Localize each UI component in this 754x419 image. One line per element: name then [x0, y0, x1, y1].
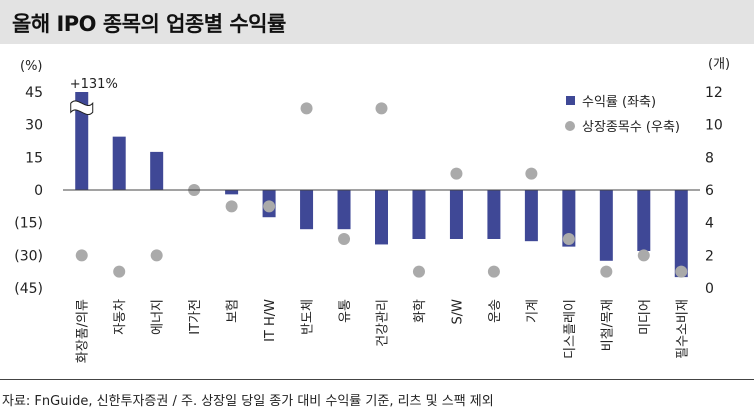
x-tick-label: S/W [450, 299, 465, 325]
y-axis-right-label: (개) [708, 57, 730, 72]
bar-2 [112, 136, 126, 190]
y-tick-right: 6 [705, 183, 714, 199]
x-tick-label: 비철/목재 [600, 299, 615, 351]
bar-16 [637, 190, 651, 251]
point-14 [562, 233, 575, 245]
point-12 [487, 265, 500, 278]
point-9 [375, 102, 388, 115]
title-bar: 올해 IPO 종목의 업종별 수익률 [0, 0, 754, 44]
y-tick-left: (15) [14, 216, 43, 232]
legend-point-swatch [565, 121, 575, 131]
x-tick-label: 운송 [488, 299, 503, 323]
point-15 [600, 265, 613, 278]
y-tick-right: 0 [705, 281, 714, 297]
legend-point-label: 상장종목수 (우축) [582, 120, 680, 135]
point-10 [412, 265, 425, 278]
bar-1 [75, 92, 89, 190]
point-17 [675, 265, 688, 278]
point-6 [263, 200, 276, 213]
y-tick-right: 8 [705, 150, 714, 166]
x-tick-label: 미디어 [638, 299, 653, 335]
legend-bar-swatch [566, 96, 575, 105]
bar-8 [337, 190, 351, 230]
bar-12 [487, 190, 501, 239]
source-note: 자료: FnGuide, 신한투자증권 / 주. 상장일 당일 종가 대비 수익… [2, 394, 494, 409]
point-16 [637, 249, 650, 262]
chart-title: 올해 IPO 종목의 업종별 수익률 [12, 12, 286, 36]
bar-9 [375, 190, 388, 245]
point-5 [225, 200, 238, 213]
x-tick-label: IT H/W [263, 299, 278, 342]
bar-5 [225, 190, 239, 195]
bar-13 [524, 190, 538, 242]
y-tick-right: 4 [705, 216, 714, 232]
x-tick-label: 기계 [525, 299, 540, 323]
point-11 [450, 167, 463, 180]
axis-break-mark [70, 100, 94, 115]
point-8 [338, 233, 351, 245]
x-tick-label: 화학 [413, 299, 428, 323]
legend-bar-label: 수익률 (좌축) [582, 95, 656, 110]
bar-17 [674, 190, 688, 278]
x-tick-label: 화장품/의류 [76, 299, 91, 363]
x-tick-label: IT가전 [188, 299, 203, 335]
bar-3 [150, 151, 164, 190]
y-tick-left: (30) [14, 248, 43, 264]
bar-10 [412, 190, 426, 239]
x-tick-label: 반도체 [301, 299, 316, 335]
point-1 [75, 249, 88, 262]
y-tick-left: 45 [25, 85, 43, 101]
point-2 [113, 265, 126, 278]
bar-7 [300, 190, 314, 230]
bar-annotation: +131% [70, 77, 118, 92]
bottom-rule [0, 379, 754, 380]
point-3 [150, 249, 163, 262]
x-tick-label: 유통 [338, 299, 353, 323]
x-tick-label: 디스플레이 [563, 299, 578, 359]
x-tick-label: 필수소비재 [675, 299, 690, 359]
y-tick-right: 12 [705, 85, 723, 101]
bar-14 [562, 190, 576, 247]
y-axis-left-label: (%) [20, 59, 43, 74]
point-7 [300, 102, 313, 115]
bar-11 [449, 190, 463, 239]
x-tick-label: 자동차 [113, 299, 128, 335]
x-tick-label: 에너지 [151, 299, 166, 335]
x-tick-label: 보험 [226, 299, 241, 323]
y-tick-left: (45) [14, 281, 43, 297]
y-tick-left: 15 [25, 150, 43, 166]
bar-chart: (%) (개) 45 30 15 0 (15) (30) (45) 12 10 8 6 4 2 0 +131% 화… [14, 57, 730, 363]
bar-15 [599, 190, 613, 261]
point-13 [525, 167, 538, 180]
y-tick-right: 2 [705, 248, 714, 264]
x-tick-label: 건강관리 [376, 299, 391, 347]
y-tick-right: 10 [705, 118, 723, 134]
y-tick-left: 0 [34, 183, 43, 199]
y-tick-left: 30 [25, 118, 43, 134]
